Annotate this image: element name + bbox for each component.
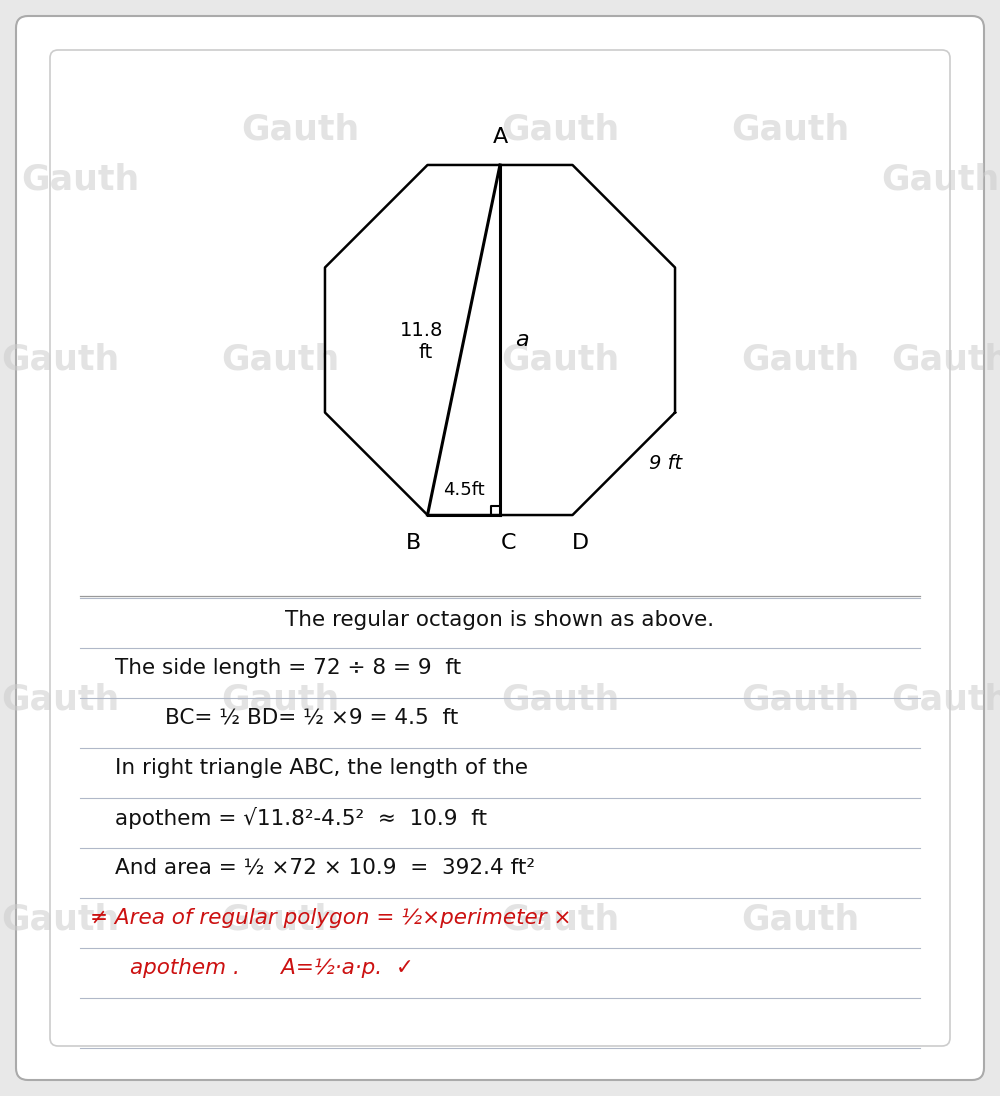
Text: Gauth: Gauth [501,113,619,147]
Text: Gauth: Gauth [1,683,119,717]
Text: a: a [515,330,529,350]
Text: D: D [572,533,589,553]
Text: Gauth: Gauth [741,343,859,377]
Text: Gauth: Gauth [221,343,339,377]
Text: 4.5ft: 4.5ft [443,481,485,499]
Text: Gauth: Gauth [891,343,1000,377]
Text: Gauth: Gauth [21,163,139,197]
Text: Gauth: Gauth [241,113,359,147]
Text: Gauth: Gauth [501,903,619,937]
Text: Gauth: Gauth [741,683,859,717]
Text: Gauth: Gauth [891,683,1000,717]
Text: C: C [500,533,516,553]
Text: 9 ft: 9 ft [649,454,682,473]
Text: BC= ½ BD= ½ ×9 = 4.5  ft: BC= ½ BD= ½ ×9 = 4.5 ft [165,708,458,728]
Text: apothem = √11.8²-4.5²  ≈  10.9  ft: apothem = √11.8²-4.5² ≈ 10.9 ft [115,807,487,829]
Text: Gauth: Gauth [741,903,859,937]
Text: ≠ Area of regular polygon = ½×perimeter ×: ≠ Area of regular polygon = ½×perimeter … [90,907,572,928]
Text: A: A [492,127,508,147]
Text: apothem .      A=½·a·p.  ✓: apothem . A=½·a·p. ✓ [130,958,414,978]
Text: The side length = 72 ÷ 8 = 9  ft: The side length = 72 ÷ 8 = 9 ft [115,658,461,678]
Text: Gauth: Gauth [221,683,339,717]
Text: Gauth: Gauth [731,113,849,147]
Text: And area = ½ ×72 × 10.9  =  392.4 ft²: And area = ½ ×72 × 10.9 = 392.4 ft² [115,858,535,878]
Text: Gauth: Gauth [501,683,619,717]
Text: Gauth: Gauth [501,343,619,377]
FancyBboxPatch shape [50,50,950,1046]
Text: B: B [406,533,421,553]
Text: ft: ft [419,342,433,362]
Text: Gauth: Gauth [221,903,339,937]
Text: Gauth: Gauth [1,903,119,937]
Text: Gauth: Gauth [1,343,119,377]
Text: The regular octagon is shown as above.: The regular octagon is shown as above. [285,610,715,630]
FancyBboxPatch shape [16,16,984,1080]
Text: In right triangle ABC, the length of the: In right triangle ABC, the length of the [115,758,528,778]
Text: 11.8: 11.8 [400,320,443,340]
Text: Gauth: Gauth [881,163,999,197]
